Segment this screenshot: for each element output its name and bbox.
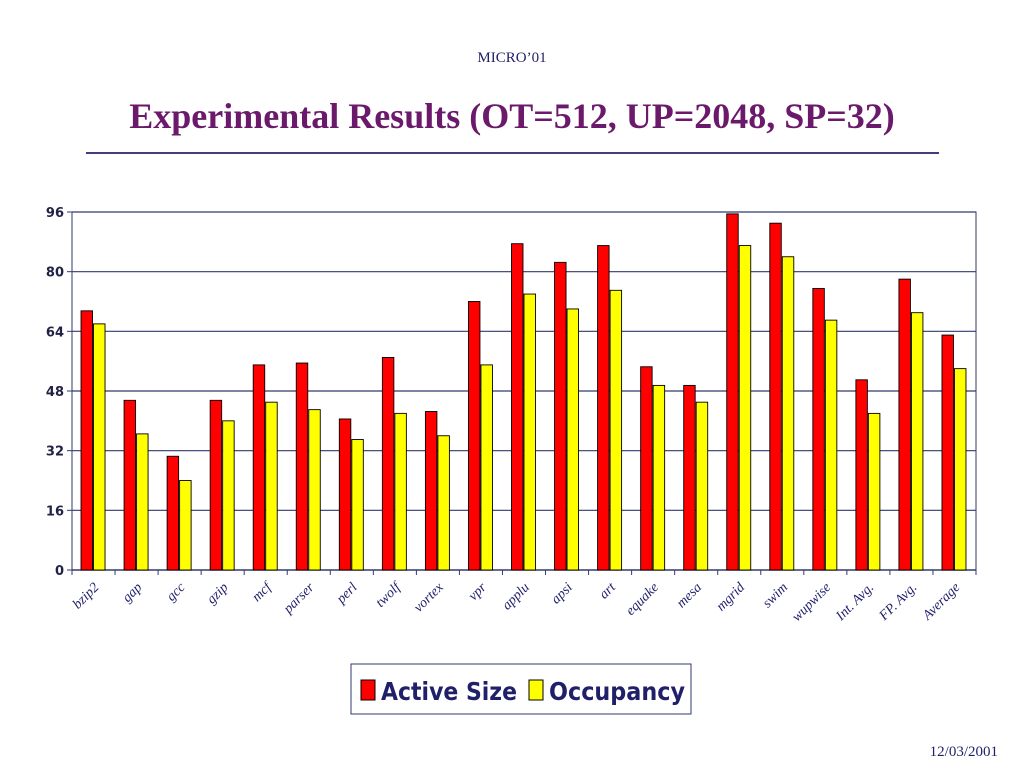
y-tick-label: 80 bbox=[46, 266, 64, 281]
x-tick-label: mesa bbox=[674, 580, 705, 611]
bar-occupancy-swim bbox=[781, 256, 795, 571]
x-tick-label: applu bbox=[500, 580, 533, 613]
y-tick-label: 48 bbox=[46, 385, 64, 400]
bar-occupancy-bzip2 bbox=[93, 323, 106, 571]
bar-occupancy-gap bbox=[136, 433, 149, 571]
bar-active-size-vpr bbox=[468, 301, 481, 571]
legend: Active Size Occupancy bbox=[350, 663, 692, 715]
bar-active-size-wupwise bbox=[812, 287, 825, 571]
bar-occupancy-mesa bbox=[695, 401, 709, 571]
bar-occupancy-mgrid bbox=[738, 245, 752, 571]
bar-active-size-mcf bbox=[252, 364, 266, 571]
bar-active-size-perl bbox=[338, 418, 352, 571]
y-tick-label: 32 bbox=[46, 445, 64, 460]
x-tick-label: equake bbox=[623, 580, 662, 619]
x-tick-label: art bbox=[597, 579, 620, 602]
bar-occupancy-art bbox=[609, 289, 623, 571]
x-tick-label: gcc bbox=[164, 580, 189, 605]
conference-label: MICRO’01 bbox=[477, 50, 547, 66]
bar-occupancy-gzip bbox=[222, 420, 235, 571]
bar-occupancy-gcc bbox=[179, 480, 192, 571]
bar-active-size-gzip bbox=[209, 399, 223, 571]
bar-active-size-mesa bbox=[683, 384, 696, 571]
bar-occupancy-equake bbox=[652, 384, 666, 571]
y-tick-label: 0 bbox=[55, 564, 64, 579]
legend-swatch bbox=[528, 679, 544, 701]
slide-title: Experimental Results (OT=512, UP=2048, S… bbox=[129, 96, 895, 136]
slide-date: 12/03/2001 bbox=[929, 744, 998, 760]
bar-occupancy-fp-avg bbox=[910, 312, 924, 571]
bar-active-size-fp-avg bbox=[898, 278, 911, 571]
legend-label: Active Size bbox=[381, 677, 517, 706]
x-tick-label: mgrid bbox=[714, 580, 749, 615]
bar-occupancy-mcf bbox=[265, 401, 278, 571]
y-tick-label: 64 bbox=[46, 325, 64, 340]
legend-box bbox=[350, 663, 692, 715]
bar-active-size-parser bbox=[295, 362, 309, 571]
legend-swatch bbox=[360, 679, 376, 701]
y-tick-label: 96 bbox=[46, 206, 64, 221]
bar-occupancy-vortex bbox=[437, 435, 450, 571]
x-tick-label: vortex bbox=[411, 580, 447, 616]
x-tick-label: vpr bbox=[466, 580, 490, 604]
x-tick-label: apsi bbox=[549, 580, 576, 607]
bar-active-size-int-avg bbox=[855, 379, 868, 571]
bar-occupancy-wupwise bbox=[824, 319, 838, 571]
x-tick-label: bzip2 bbox=[70, 580, 102, 612]
x-tick-label: parser bbox=[280, 580, 318, 618]
bar-occupancy-applu bbox=[523, 293, 536, 571]
x-tick-label: gap bbox=[120, 580, 145, 605]
x-tick-label: FP. Avg. bbox=[876, 580, 920, 624]
bar-active-size-average bbox=[941, 334, 954, 571]
bar-active-size-twolf bbox=[381, 356, 395, 571]
x-tick-label: Average bbox=[920, 580, 964, 624]
bar-occupancy-apsi bbox=[566, 308, 579, 571]
x-tick-label: swim bbox=[760, 580, 791, 611]
bar-occupancy-parser bbox=[308, 409, 321, 571]
legend-label: Occupancy bbox=[549, 677, 685, 706]
bar-occupancy-average bbox=[954, 368, 967, 571]
bar-active-size-gcc bbox=[166, 455, 180, 571]
x-tick-label: mcf bbox=[250, 579, 276, 605]
bar-active-size-art bbox=[597, 245, 610, 571]
title-divider bbox=[86, 152, 939, 154]
y-tick-label: 16 bbox=[46, 504, 64, 519]
x-tick-label: gzip bbox=[204, 580, 231, 607]
bar-active-size-mgrid bbox=[726, 213, 739, 571]
bar-occupancy-int-avg bbox=[867, 412, 881, 571]
bar-active-size-equake bbox=[640, 366, 653, 571]
bar-occupancy-perl bbox=[351, 439, 364, 571]
bar-occupancy-vpr bbox=[480, 364, 493, 571]
bar-active-size-vortex bbox=[424, 411, 438, 571]
bar-active-size-apsi bbox=[554, 261, 567, 571]
x-tick-label: Int. Avg. bbox=[833, 580, 877, 624]
bar-occupancy-twolf bbox=[394, 412, 407, 571]
bar-active-size-swim bbox=[769, 222, 782, 571]
bar-active-size-applu bbox=[511, 243, 524, 571]
x-tick-label: twolf bbox=[373, 579, 405, 611]
bar-active-size-gap bbox=[123, 399, 137, 571]
x-tick-label: wupwise bbox=[789, 580, 834, 625]
bar-active-size-bzip2 bbox=[80, 310, 93, 571]
x-tick-label: perl bbox=[333, 580, 360, 607]
